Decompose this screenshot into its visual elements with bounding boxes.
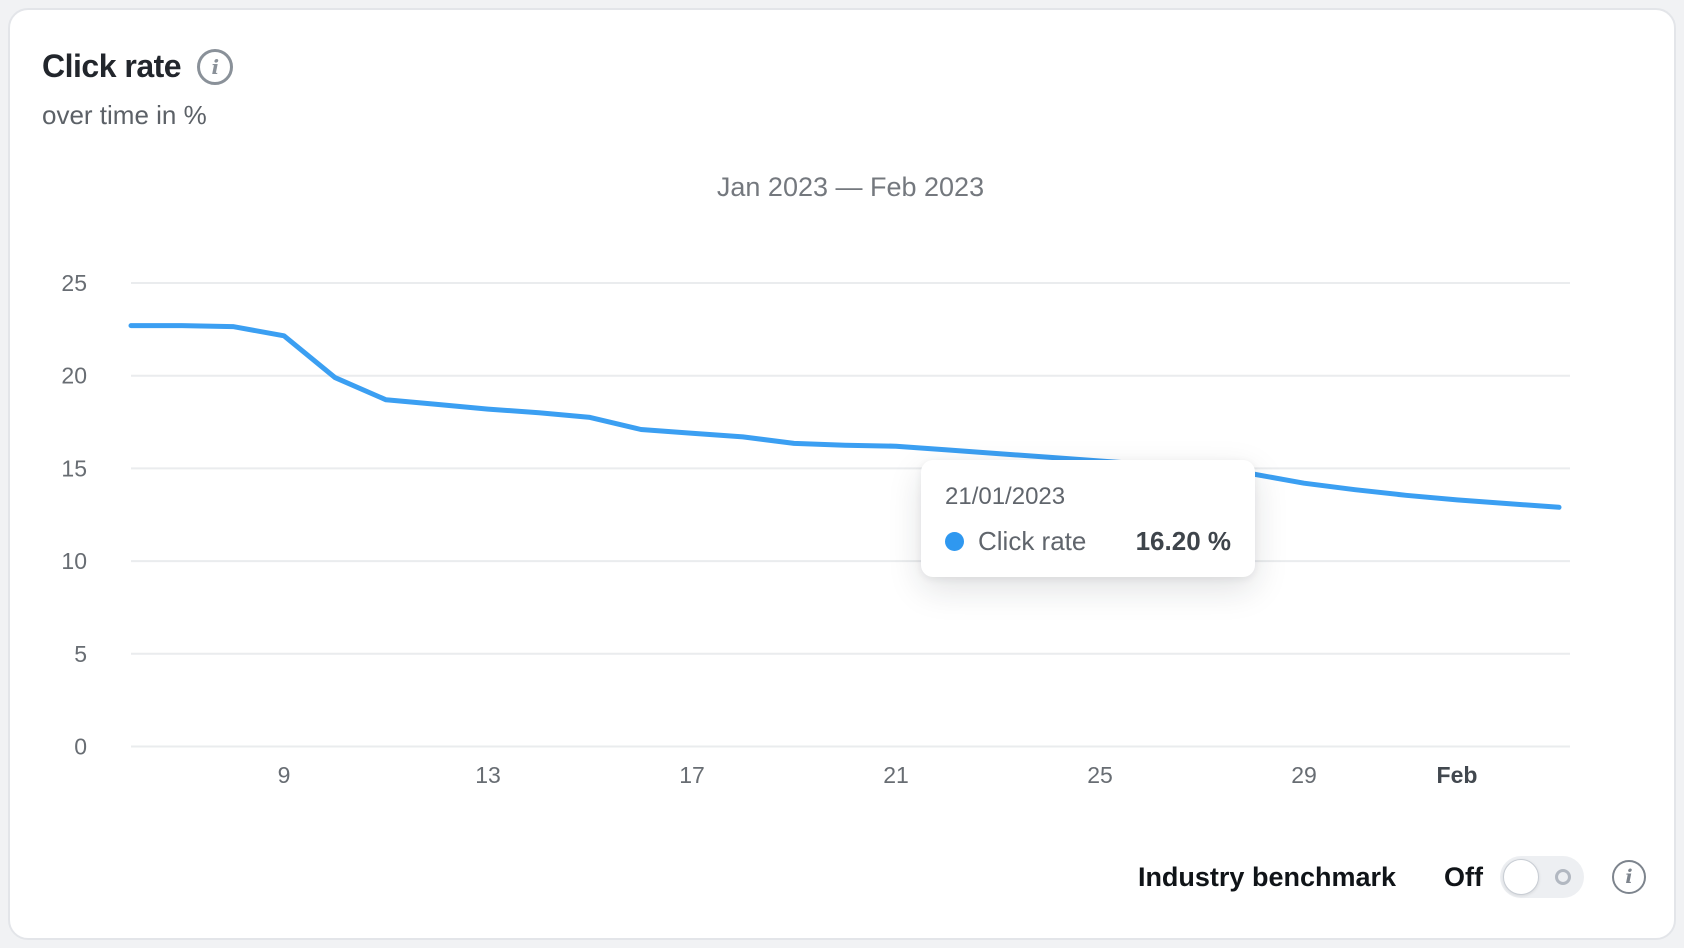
x-tick-label-13: 13 xyxy=(475,762,501,788)
click-rate-info-icon[interactable]: i xyxy=(197,48,234,85)
toggle-knob xyxy=(1503,859,1539,895)
industry-benchmark-label: Industry benchmark xyxy=(1137,861,1397,892)
x-tick-label-Feb: Feb xyxy=(1437,762,1478,788)
x-tick-label-9: 9 xyxy=(278,762,291,788)
series-line-click-rate xyxy=(128,323,1562,510)
chart-date-range-title: Jan 2023 — Feb 2023 xyxy=(716,172,985,202)
x-tick-label-25: 25 xyxy=(1087,762,1113,788)
tooltip-row: Click rate 16.20 % xyxy=(945,526,1231,557)
x-tick-label-29: 29 xyxy=(1291,762,1317,788)
benchmark-info-icon[interactable]: i xyxy=(1612,860,1646,894)
page-title: Click rate xyxy=(42,48,182,84)
y-tick-label-0: 0 xyxy=(74,734,87,760)
tooltip-value: 16.20 % xyxy=(1135,526,1231,556)
y-tick-label-5: 5 xyxy=(74,641,87,667)
y-tick-label-15: 15 xyxy=(61,455,87,481)
card-subtitle: over time in % xyxy=(42,100,207,130)
y-tick-label-25: 25 xyxy=(61,270,87,296)
toggle-state-label: Off xyxy=(1444,861,1483,892)
benchmark-controls: Industry benchmark Off i xyxy=(1138,856,1646,898)
toggle-off-ring-icon xyxy=(1555,869,1571,885)
tooltip-series-label: Click rate xyxy=(978,526,1087,556)
series-dot-icon xyxy=(945,532,964,551)
y-tick-label-10: 10 xyxy=(61,548,87,574)
industry-benchmark-toggle[interactable] xyxy=(1500,856,1584,898)
chart-tooltip: 21/01/2023 Click rate 16.20 % xyxy=(921,460,1255,577)
tooltip-date: 21/01/2023 xyxy=(945,483,1066,510)
card-header: Click rate i xyxy=(42,48,234,85)
y-tick-label-20: 20 xyxy=(61,363,87,389)
x-tick-label-21: 21 xyxy=(883,762,909,788)
x-tick-label-17: 17 xyxy=(679,762,705,788)
click-rate-card xyxy=(8,8,1676,940)
